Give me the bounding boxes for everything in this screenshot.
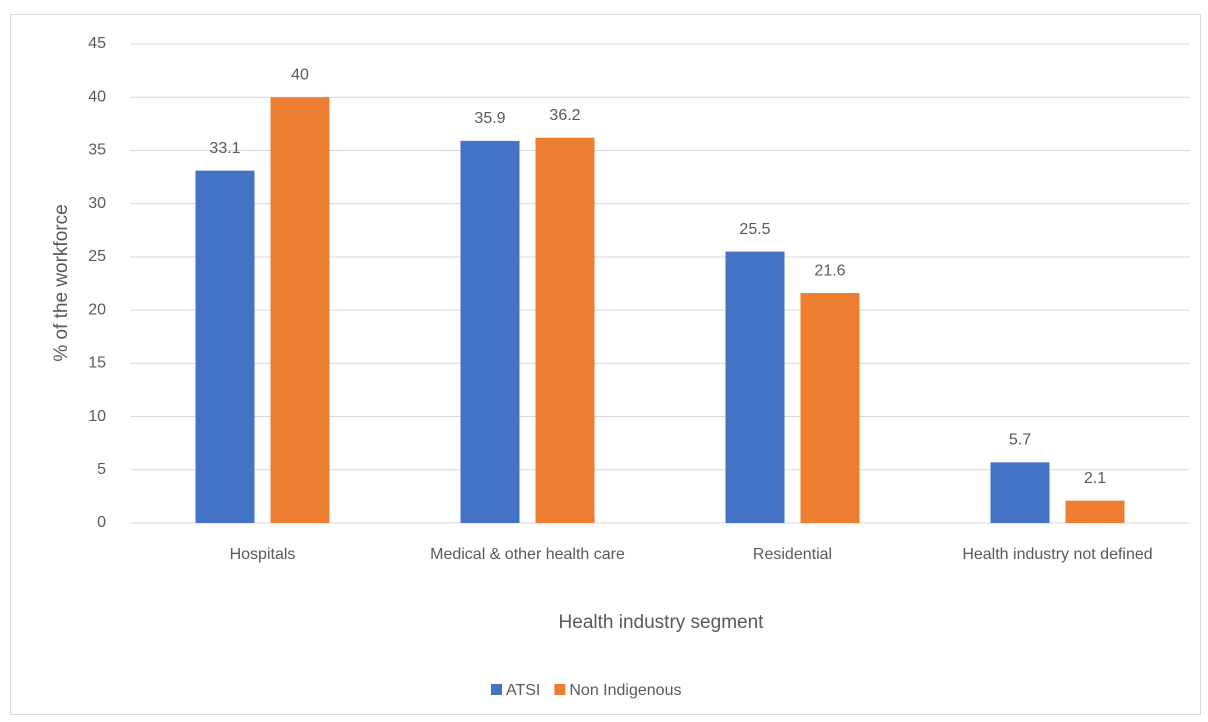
y-tick-label: 35 [88, 142, 106, 159]
data-label: 25.5 [739, 221, 770, 238]
bar [270, 97, 330, 523]
y-tick-label: 10 [88, 408, 106, 425]
legend-swatch [491, 684, 502, 695]
bar [990, 462, 1050, 523]
data-label: 35.9 [474, 110, 505, 127]
x-axis-title: Health industry segment [559, 612, 765, 633]
data-label: 5.7 [1009, 432, 1031, 449]
y-tick-label: 20 [88, 301, 106, 318]
y-tick-label: 0 [97, 514, 106, 531]
y-tick-label: 25 [88, 248, 106, 265]
y-tick-label: 40 [88, 88, 106, 105]
bar [1065, 500, 1125, 523]
data-label: 2.1 [1084, 470, 1106, 487]
bar [800, 293, 860, 523]
data-label: 33.1 [209, 140, 240, 157]
bar [195, 170, 255, 523]
data-label: 36.2 [549, 107, 580, 124]
x-tick-label: Residential [752, 546, 833, 563]
x-tick-label: Hospitals [229, 546, 296, 563]
bar [535, 137, 595, 523]
y-tick-label: 30 [88, 195, 106, 212]
legend-label: Non Indigenous [569, 682, 681, 699]
y-tick-label: 45 [88, 35, 106, 52]
y-tick-label: 15 [88, 355, 106, 372]
legend-label: ATSI [506, 682, 540, 699]
y-tick-label: 5 [97, 461, 106, 478]
data-label: 40 [291, 66, 309, 83]
x-tick-label: Medical & other health care [430, 546, 625, 563]
chart-border [10, 14, 1201, 715]
bar [460, 140, 520, 523]
bar [725, 251, 785, 524]
legend-swatch [554, 684, 566, 695]
x-tick-label: Health industry not defined [962, 546, 1153, 563]
y-axis-title: % of the workforce [51, 204, 72, 361]
data-label: 21.6 [814, 262, 845, 279]
